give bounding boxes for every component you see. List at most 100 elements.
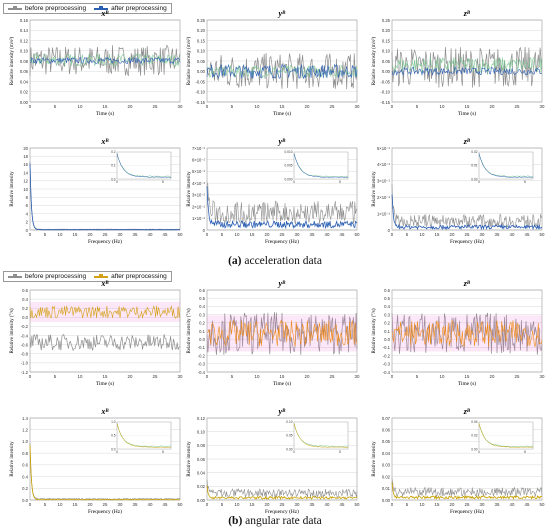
x-tick-label: 25 — [515, 104, 520, 109]
legend-label-after: after preprocessing — [111, 273, 167, 280]
chart-title: zB — [463, 407, 471, 416]
x-tick-label: 0 — [29, 374, 32, 379]
y-axis-label: Relative intensity (m/s²) — [186, 36, 192, 85]
series-before — [391, 46, 543, 88]
inset-series-after — [116, 423, 172, 448]
y-tick-label: 0.15 — [197, 38, 206, 43]
x-tick-label: 10 — [440, 104, 445, 109]
inset-series-before — [478, 423, 534, 448]
y-tick-label: 6×10⁻² — [192, 158, 206, 163]
x-tick-label: 25 — [465, 502, 470, 507]
series-after — [206, 319, 358, 347]
y-tick-label: 0.2 — [384, 321, 390, 326]
y-tick-label: 0.4 — [384, 304, 390, 309]
x-axis-label: Frequency (Hz) — [265, 508, 299, 515]
y-tick-label: 0.02 — [197, 484, 206, 489]
chart-title: zB — [463, 137, 471, 146]
series-before — [206, 182, 358, 225]
inset-y-tick: 0.2 — [111, 150, 116, 154]
series-after — [29, 305, 181, 319]
y-tick-label: -0.8 — [21, 352, 29, 357]
legend-acceleration: before preprocessing after preprocessing — [3, 3, 172, 14]
y-axis-label: Relative intensity (°/s) — [10, 308, 15, 353]
inset-y-tick: 0.05 — [286, 434, 292, 438]
y-tick-label: 0.0 — [199, 337, 205, 342]
inset-y-tick: 1.0 — [111, 420, 116, 424]
x-axis-label: Time (s) — [96, 380, 114, 387]
x-axis-label: Time (s) — [273, 110, 291, 117]
chart-title-sup: B — [104, 139, 109, 144]
series-mid — [206, 64, 358, 79]
x-tick-label: 30 — [178, 374, 183, 379]
inset-series-after — [116, 153, 172, 178]
x-tick-label: 5 — [416, 374, 419, 379]
chart-title: yB — [278, 9, 287, 18]
y-tick-label: 0.03 — [382, 463, 391, 468]
y-tick-label: 0.20 — [197, 28, 206, 33]
plot-frame — [391, 417, 543, 501]
x-axis-label: Frequency (Hz) — [265, 238, 299, 245]
x-tick-label: 15 — [465, 104, 470, 109]
y-tick-label: 0.02 — [382, 474, 391, 479]
inset-x-tick: 5 — [162, 180, 164, 184]
legend-label-before: before preprocessing — [25, 273, 87, 280]
x-axis-label: Frequency (Hz) — [88, 508, 122, 515]
x-tick-label: 10 — [78, 104, 83, 109]
y-tick-label: -0.2 — [383, 353, 391, 358]
x-axis-label: Frequency (Hz) — [450, 508, 484, 515]
legend-item-after: after preprocessing — [94, 5, 167, 12]
x-tick-label: 10 — [255, 374, 260, 379]
chart-ang-time-y: yB -0.4 -0.3 -0.2 -0.1 0.0 0.1 0.2 0.3 0.4 0.5 0.6 0… — [187, 279, 360, 387]
y-tick-label: -0.4 — [383, 370, 391, 375]
x-tick-label: 0 — [391, 232, 394, 237]
chart-ang-time-x: xB -1.2 -1.0 -0.8 -0.6 -0.4 -0.2 0.0 0.2 0.4 0.6 0 5… — [10, 279, 183, 387]
y-tick-label: -0.4 — [21, 333, 29, 338]
x-tick-label: 0 — [29, 104, 32, 109]
x-tick-label: 5 — [44, 502, 47, 507]
chart-title: xB — [100, 9, 109, 18]
chart-title-sup: B — [466, 409, 471, 414]
y-tick-label: -0.3 — [383, 362, 391, 367]
chart-title-sup: B — [104, 409, 109, 414]
inset-x-tick: 5 — [524, 180, 526, 184]
y-tick-label: 4×10⁻² — [192, 181, 206, 186]
chart-title-sup: B — [281, 281, 286, 286]
y-tick-label: 0.3 — [199, 312, 205, 317]
x-tick-label: 35 — [495, 232, 500, 237]
legend-box: before preprocessing after preprocessing — [3, 3, 172, 14]
y-tick-label: 0.10 — [20, 49, 29, 54]
x-tick-label: 20 — [265, 502, 270, 507]
y-tick-label: 0.6 — [384, 288, 390, 293]
x-tick-label: 10 — [58, 502, 63, 507]
y-tick-label: 0.04 — [382, 451, 391, 456]
legend-swatch-after — [94, 5, 109, 10]
y-tick-label: 0 — [26, 228, 29, 233]
y-tick-label: -0.6 — [21, 342, 29, 347]
inset-x-tick: 0 — [116, 450, 118, 454]
y-tick-label: 12 — [23, 179, 28, 184]
x-tick-label: 30 — [178, 104, 183, 109]
y-tick-label: 14 — [23, 170, 28, 175]
legend-label-before: before preprocessing — [25, 5, 87, 12]
x-tick-label: 20 — [450, 232, 455, 237]
y-tick-label: -0.1 — [198, 345, 206, 350]
x-tick-label: 5 — [221, 502, 224, 507]
x-tick-label: 35 — [133, 502, 138, 507]
plot-frame — [206, 289, 358, 373]
band-ang-time-x — [30, 301, 180, 322]
x-tick-label: 35 — [133, 232, 138, 237]
x-tick-label: 15 — [103, 374, 108, 379]
y-tick-label: -0.2 — [21, 324, 29, 329]
y-tick-label: 0.10 — [382, 49, 391, 54]
y-tick-label: 0.25 — [197, 18, 206, 23]
y-tick-label: 1.2 — [22, 428, 28, 433]
caption-text-a: acceleration data — [244, 255, 322, 267]
y-tick-label: 0.00 — [382, 69, 391, 74]
x-tick-label: 0 — [29, 502, 32, 507]
y-tick-label: 0 — [388, 228, 391, 233]
y-tick-label: 0.00 — [382, 498, 391, 503]
inset-series-before — [478, 153, 533, 178]
legend-label-after: after preprocessing — [111, 5, 167, 12]
x-tick-label: 20 — [265, 232, 270, 237]
x-tick-label: 45 — [340, 502, 345, 507]
